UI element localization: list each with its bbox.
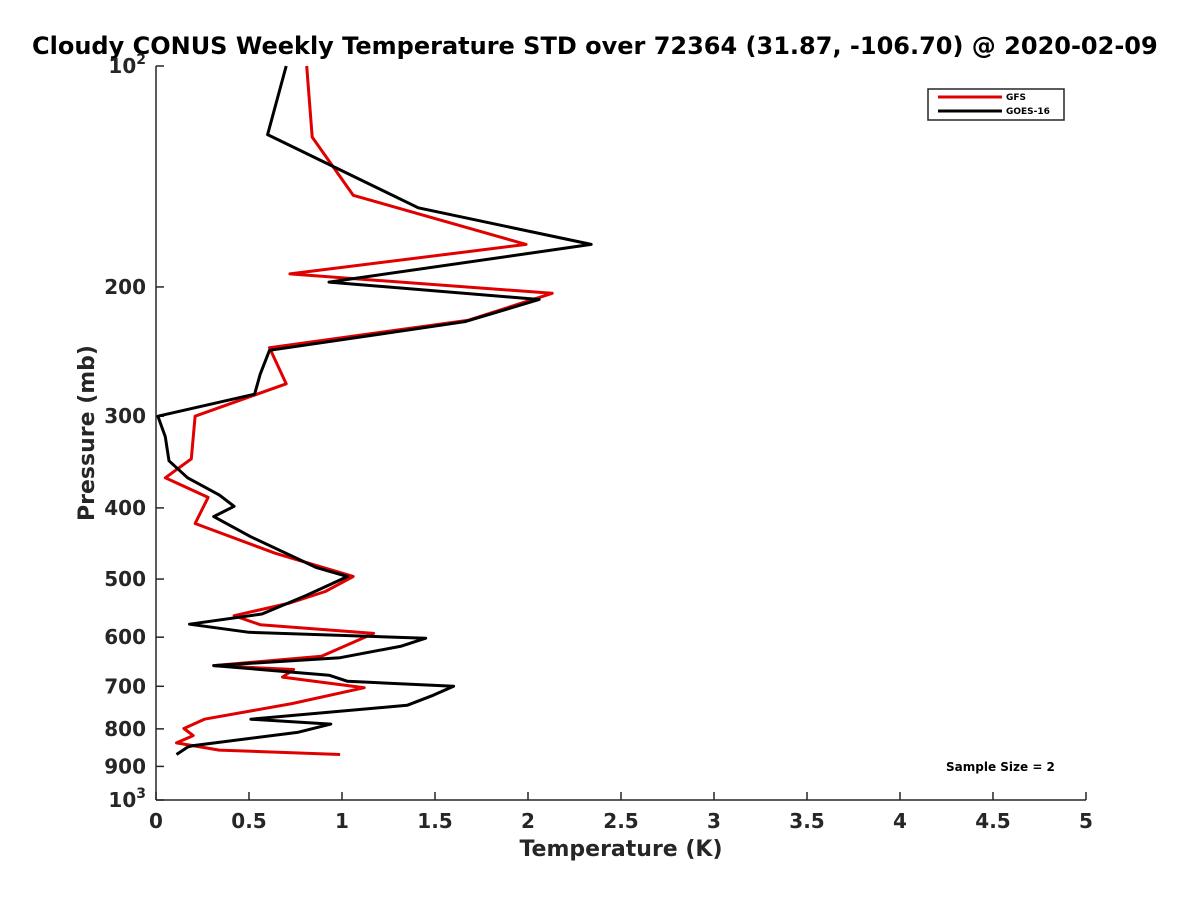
y-tick-label: 800	[104, 717, 146, 741]
y-tick-label-base: 600	[104, 625, 146, 649]
x-tick-label: 0.5	[231, 809, 266, 833]
x-tick-label: 3	[707, 809, 721, 833]
legend: GFS GOES-16	[927, 88, 1065, 121]
y-tick-label-base: 10	[108, 788, 136, 812]
y-tick-label: 103	[108, 786, 146, 812]
y-tick-label: 400	[104, 496, 146, 520]
y-tick-label: 200	[104, 275, 146, 299]
series-line-gfs	[163, 65, 554, 756]
x-tick-label: 2	[521, 809, 535, 833]
y-tick-label: 102	[108, 52, 146, 78]
x-tick-label: 5	[1079, 809, 1093, 833]
x-tick-label: 0	[149, 809, 163, 833]
y-tick-label-base: 800	[104, 717, 146, 741]
y-tick-label-base: 300	[104, 404, 146, 428]
y-tick-label-base: 10	[108, 54, 136, 78]
series-line-goes16	[156, 65, 593, 756]
series-group	[156, 65, 593, 756]
x-tick-label: 3.5	[789, 809, 824, 833]
y-tick-label-exponent: 3	[136, 786, 146, 802]
y-tick-label-base: 200	[104, 275, 146, 299]
sample-size-annotation: Sample Size = 2	[946, 760, 1055, 774]
x-axis-label: Temperature (K)	[519, 837, 722, 862]
y-tick-label-exponent: 2	[136, 52, 146, 68]
y-axis-label: Pressure (mb)	[75, 345, 100, 521]
x-tick-label: 1.5	[417, 809, 452, 833]
y-tick-label: 700	[104, 674, 146, 698]
x-tick-label: 4.5	[975, 809, 1010, 833]
x-tick-label: 1	[335, 809, 349, 833]
x-ticks: 0 0.5 1 1.5 2 2.5 3 3.5 4 4.5 5	[149, 792, 1093, 833]
y-tick-label: 600	[104, 625, 146, 649]
y-tick-label-base: 400	[104, 496, 146, 520]
legend-box	[927, 88, 1065, 121]
y-tick-label: 500	[104, 567, 146, 591]
legend-label-gfs: GFS	[1006, 93, 1026, 103]
y-tick-label: 300	[104, 404, 146, 428]
axes	[155, 66, 1086, 801]
x-tick-label: 2.5	[603, 809, 638, 833]
y-tick-label-base: 900	[104, 754, 146, 778]
legend-label-goes16: GOES-16	[1006, 107, 1050, 117]
y-tick-label-base: 700	[104, 674, 146, 698]
chart-title: Cloudy CONUS Weekly Temperature STD over…	[32, 32, 1158, 60]
y-tick-label-base: 500	[104, 567, 146, 591]
x-tick-label: 4	[893, 809, 907, 833]
y-tick-label: 900	[104, 754, 146, 778]
